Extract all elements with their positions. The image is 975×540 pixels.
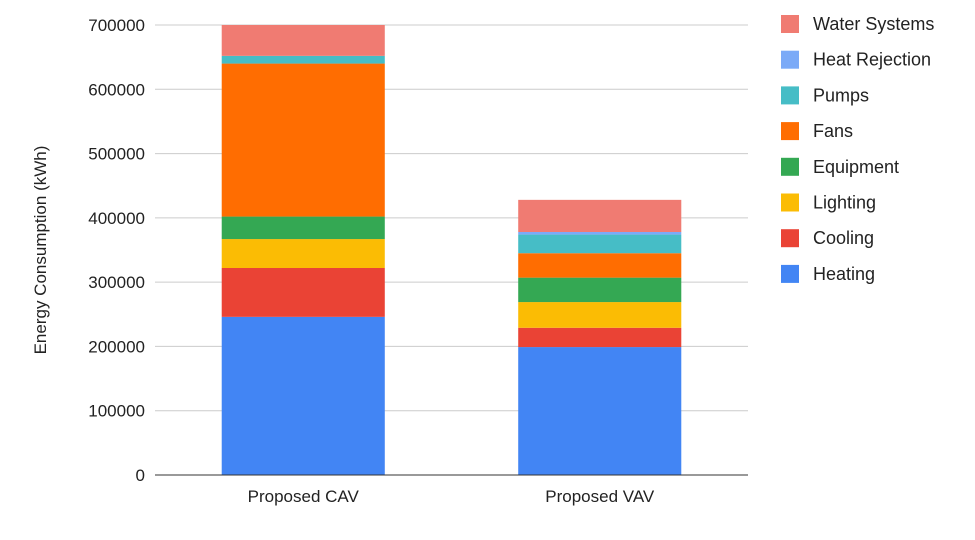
legend-label: Cooling bbox=[813, 228, 874, 248]
y-tick-label: 100000 bbox=[88, 402, 145, 421]
bar-segment-cooling bbox=[221, 268, 385, 317]
legend-item: Pumps bbox=[781, 85, 869, 105]
y-axis-title: Energy Consumption (kWh) bbox=[31, 146, 50, 355]
legend: Water Systems Heat Rejection Pumps Fans Equi… bbox=[781, 14, 934, 284]
y-tick-label: 400000 bbox=[88, 209, 145, 228]
axes: 0 100000 200000 300000 400000 500000 600000 700… bbox=[88, 16, 748, 506]
x-tick-label: Proposed VAV bbox=[545, 487, 655, 506]
legend-item: Lighting bbox=[781, 193, 876, 213]
bar-segment-heat-rejection bbox=[518, 232, 682, 235]
legend-swatch bbox=[781, 86, 799, 105]
legend-swatch bbox=[781, 122, 799, 141]
x-tick-label: Proposed CAV bbox=[248, 487, 360, 506]
y-tick-label: 600000 bbox=[88, 80, 145, 99]
legend-swatch bbox=[781, 229, 799, 248]
legend-item: Water Systems bbox=[781, 14, 934, 34]
legend-label: Water Systems bbox=[813, 14, 934, 34]
legend-swatch bbox=[781, 15, 799, 33]
legend-swatch bbox=[781, 193, 799, 212]
legend-item: Equipment bbox=[781, 157, 899, 177]
bars bbox=[221, 25, 682, 475]
legend-label: Equipment bbox=[813, 157, 899, 177]
bar-segment-equipment bbox=[518, 277, 682, 303]
legend-label: Heat Rejection bbox=[813, 50, 931, 70]
legend-item: Heat Rejection bbox=[781, 50, 931, 70]
bar-segment-water-systems bbox=[518, 199, 682, 232]
legend-swatch bbox=[781, 50, 799, 69]
legend-label: Pumps bbox=[813, 85, 869, 105]
bar-segment-pumps bbox=[221, 55, 385, 64]
y-tick-label: 700000 bbox=[88, 16, 145, 35]
legend-item: Cooling bbox=[781, 228, 874, 248]
y-tick-label: 200000 bbox=[88, 337, 145, 356]
bar-segment-equipment bbox=[221, 216, 385, 240]
bar-segment-pumps bbox=[518, 234, 682, 254]
bar-segment-lighting bbox=[518, 302, 682, 328]
bar-segment-water-systems bbox=[221, 25, 385, 56]
legend-swatch bbox=[781, 157, 799, 176]
legend-item: Heating bbox=[781, 264, 875, 284]
bar-segment-cooling bbox=[518, 327, 682, 348]
y-tick-label: 0 bbox=[136, 466, 145, 485]
legend-label: Fans bbox=[813, 121, 853, 141]
y-tick-label: 300000 bbox=[88, 273, 145, 292]
legend-label: Heating bbox=[813, 264, 875, 284]
bar-segment-fans bbox=[221, 63, 385, 217]
legend-swatch bbox=[781, 264, 799, 283]
bar-segment-fans bbox=[518, 253, 682, 278]
bar-segment-heating bbox=[221, 316, 385, 475]
legend-item: Fans bbox=[781, 121, 853, 141]
y-tick-label: 500000 bbox=[88, 145, 145, 164]
bar-segment-lighting bbox=[221, 239, 385, 268]
bar-segment-heating bbox=[518, 347, 682, 475]
legend-label: Lighting bbox=[813, 193, 876, 213]
